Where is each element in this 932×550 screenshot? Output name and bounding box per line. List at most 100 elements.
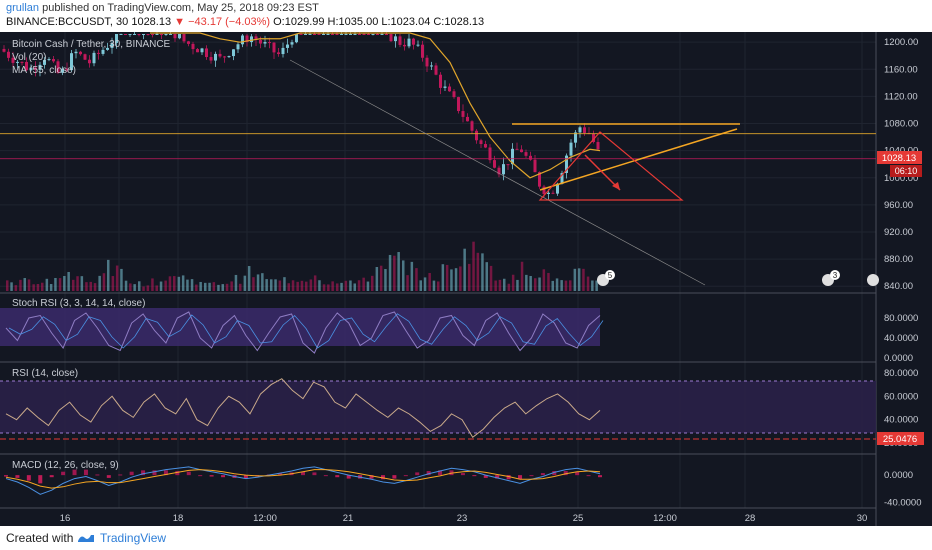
trend-line[interactable] (289, 59, 706, 286)
event-marker[interactable]: 3 (822, 270, 840, 286)
stoch-rsi-signal-line (8, 313, 604, 349)
candle-body (380, 34, 384, 35)
volume-bar (111, 276, 115, 291)
down-arrow-icon: ▼ (174, 16, 186, 28)
candle-body (362, 34, 366, 35)
candle-body (88, 59, 91, 64)
macd-histogram-bar (152, 470, 157, 476)
volume-bar (265, 279, 268, 291)
candle-body (263, 42, 267, 44)
volume-bar (582, 268, 585, 291)
time-axis-tick: 25 (573, 513, 584, 524)
footer: Created with TradingView (0, 526, 932, 550)
candle-body (110, 42, 114, 48)
macd-histogram-bar (575, 471, 580, 476)
macd-histogram-bar (186, 471, 191, 476)
volume-bar (225, 283, 229, 291)
macd-histogram-bar (598, 475, 602, 478)
author-link[interactable]: grullan (6, 2, 40, 14)
stoch-axis-tick: 0.0000 (884, 353, 913, 364)
candle-body (79, 51, 82, 55)
volume-bar (463, 248, 466, 291)
candle-body (56, 61, 60, 73)
volume-bar (164, 280, 167, 291)
candle-body (470, 121, 474, 131)
volume-bar (291, 280, 295, 291)
macd-histogram-bar (312, 472, 317, 476)
candle-body (241, 35, 244, 45)
volume-bar (476, 252, 480, 291)
candle-body (344, 34, 348, 35)
candle-body (407, 38, 411, 47)
candle-body (97, 52, 100, 54)
price-axis-tick: 1000.00 (884, 173, 918, 184)
tradingview-logo-icon[interactable] (76, 532, 96, 544)
candle-body (349, 34, 352, 35)
volume-bar (32, 284, 35, 291)
volume-bar (327, 284, 330, 291)
macd-histogram-bar (175, 471, 180, 476)
candle-body (164, 34, 168, 35)
rsi-line (5, 378, 601, 439)
candle-body (11, 57, 15, 63)
candle-body (83, 54, 87, 60)
macd-histogram-bar (369, 475, 374, 479)
volume-bar (331, 281, 334, 291)
macd-histogram-bar (323, 475, 328, 477)
volume-bar (270, 279, 273, 291)
candle-body (511, 148, 514, 165)
candle-body (403, 44, 406, 47)
macd-histogram-bar (586, 475, 591, 477)
price-tag-label: 1028.13 (882, 153, 916, 164)
volume-bar (428, 272, 431, 291)
candle-body (439, 74, 442, 88)
time-axis-tick: 12:00 (653, 513, 677, 524)
volume-bar (595, 280, 598, 291)
chart-area[interactable]: 5 3 Bitcoin Cash / Tether, 30, BINANCE V… (0, 14, 932, 526)
volume-bar (76, 276, 79, 291)
volume-bar (45, 278, 49, 291)
tradingview-link[interactable]: TradingView (100, 531, 167, 545)
candle-body (272, 42, 276, 53)
volume-bar (577, 268, 581, 291)
volume-bar (14, 285, 18, 291)
volume-bar (159, 281, 163, 291)
red-triangle[interactable] (538, 131, 684, 201)
candle-body (416, 44, 420, 46)
candle-body (515, 148, 519, 150)
triangle-rising-line[interactable] (539, 128, 738, 191)
volume-bar (441, 264, 445, 291)
volume-bar (54, 277, 57, 291)
candle-body (236, 44, 240, 50)
projection-arrow[interactable] (584, 154, 621, 191)
volume-bar (511, 274, 515, 291)
candle-body (137, 34, 141, 35)
volume-bar (58, 278, 62, 291)
candle-body (52, 59, 55, 62)
publish-line: grullan published on TradingView.com, Ma… (6, 2, 319, 14)
volume-bar (296, 281, 299, 291)
event-marker[interactable] (867, 274, 879, 286)
candle-body (592, 133, 595, 143)
candle-body (61, 68, 64, 73)
rsi-axis-tick: 40.0000 (884, 415, 918, 426)
volume-bar (542, 269, 546, 291)
volume-bar (349, 280, 352, 291)
volume-bar (516, 279, 519, 291)
macd-histogram-bar (506, 475, 511, 480)
volume-bar (177, 276, 181, 291)
macd-histogram-bar (221, 475, 226, 478)
event-marker[interactable]: 5 (597, 270, 615, 286)
volume-bar (27, 279, 31, 291)
volume-bar (437, 281, 440, 291)
symbol-line: BINANCE:BCCUSDT, 30 1028.13 ▼ −43.17 (−4… (6, 16, 484, 28)
created-with-label: Created with (6, 531, 74, 545)
candle-body (74, 51, 78, 54)
candle-body (268, 42, 271, 44)
chart-canvas[interactable]: 5 3 Bitcoin Cash / Tether, 30, BINANCE V… (0, 14, 932, 526)
volume-bar (287, 283, 290, 291)
macd-histogram-bar (61, 471, 66, 476)
macd-histogram-bar (460, 473, 465, 476)
volume-bar (300, 280, 304, 291)
volume-bar (468, 263, 471, 291)
